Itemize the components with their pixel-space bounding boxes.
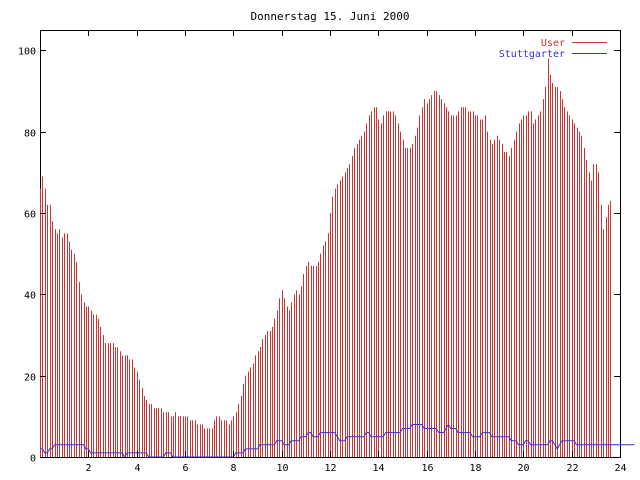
y-tick-label: 0 xyxy=(30,454,36,465)
x-tick-label: 2 xyxy=(85,463,91,474)
legend-label-user: User xyxy=(541,38,565,49)
stuttgarter-line xyxy=(40,423,635,458)
x-tick-label: 16 xyxy=(421,463,433,474)
x-tick-label: 14 xyxy=(372,463,384,474)
x-tick-label: 18 xyxy=(469,463,481,474)
x-tick-label: 4 xyxy=(134,463,140,474)
x-tick-label: 24 xyxy=(614,463,626,474)
legend: User Stuttgarter xyxy=(499,38,607,60)
y-tick-label: 40 xyxy=(24,291,36,302)
x-tick-label: 20 xyxy=(517,463,529,474)
y-tick-label: 60 xyxy=(24,210,36,221)
x-tick-label: 12 xyxy=(324,463,336,474)
y-tick-label: 20 xyxy=(24,373,36,384)
user-bars xyxy=(40,58,611,457)
y-tick-label: 80 xyxy=(24,129,36,140)
x-tick-label: 22 xyxy=(566,463,578,474)
x-tick-label: 10 xyxy=(276,463,288,474)
chart-title: Donnerstag 15. Juni 2000 xyxy=(251,10,410,23)
x-tick-label: 8 xyxy=(230,463,236,474)
x-tick-label: 6 xyxy=(182,463,188,474)
legend-label-stuttgarter: Stuttgarter xyxy=(499,49,565,60)
y-tick-label: 100 xyxy=(18,47,36,58)
